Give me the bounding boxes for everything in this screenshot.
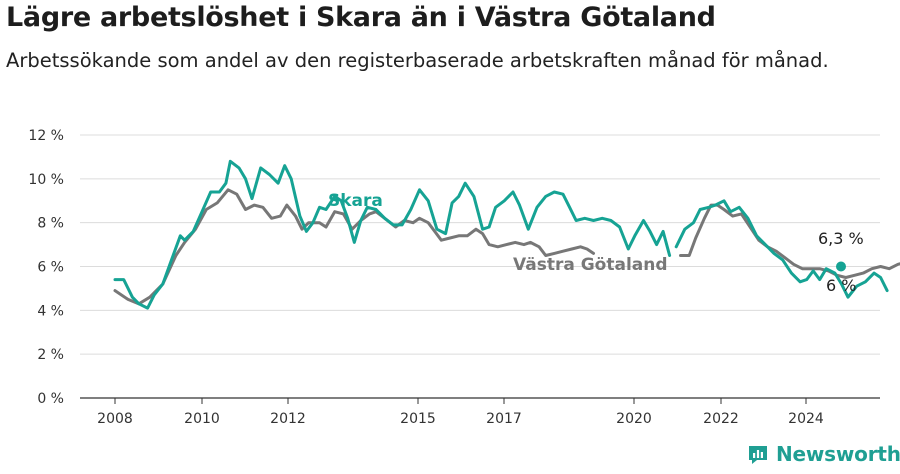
y-tick-label: 10 %: [28, 172, 64, 188]
y-axis-ticks: 0 % 2 % 4 % 6 % 8 % 10 % 12 %: [28, 128, 64, 407]
x-tick-label: 2012: [270, 411, 306, 427]
x-tick-label: 2008: [97, 411, 133, 427]
newsworthy-logo-icon: [749, 446, 767, 464]
x-axis: 2008 2010 2012 2015 2017 2020 2022 2024: [80, 397, 880, 427]
skara-label: Skara: [328, 191, 383, 211]
vastra-gotaland-end-label: 6,3 %: [818, 229, 864, 248]
x-tick-label: 2024: [788, 411, 824, 427]
x-tick-label: 2020: [616, 411, 652, 427]
series-lines: [113, 159, 900, 310]
x-tick-label: 2022: [703, 411, 739, 427]
y-tick-label: 4 %: [37, 303, 64, 319]
brand: Newsworthy: [746, 442, 900, 466]
y-tick-label: 2 %: [37, 347, 64, 363]
x-tick-label: 2015: [400, 411, 436, 427]
chart-subtitle: Arbetssökande som andel av den registerb…: [6, 49, 829, 72]
y-tick-label: 12 %: [28, 128, 64, 144]
vastra-gotaland-line: [113, 188, 595, 306]
page-title: Lägre arbetslöshet i Skara än i Västra G…: [6, 2, 716, 33]
y-tick-label: 8 %: [37, 216, 64, 232]
skara-end-point: [836, 261, 846, 272]
skara-line: [113, 159, 672, 310]
vastra-gotaland-label: Västra Götaland: [513, 255, 668, 275]
skara-end-label: 6 %: [826, 276, 856, 295]
x-tick-label: 2017: [486, 411, 522, 427]
brand-name: Newsworthy: [776, 442, 900, 466]
series-labels: Skara Västra Götaland 6,3 % 6 %: [328, 191, 864, 295]
skara-line: [674, 199, 889, 299]
grid-lines: [80, 134, 880, 355]
x-tick-label: 2010: [184, 411, 220, 427]
y-tick-label: 6 %: [37, 260, 64, 276]
y-tick-label: 0 %: [37, 391, 64, 407]
